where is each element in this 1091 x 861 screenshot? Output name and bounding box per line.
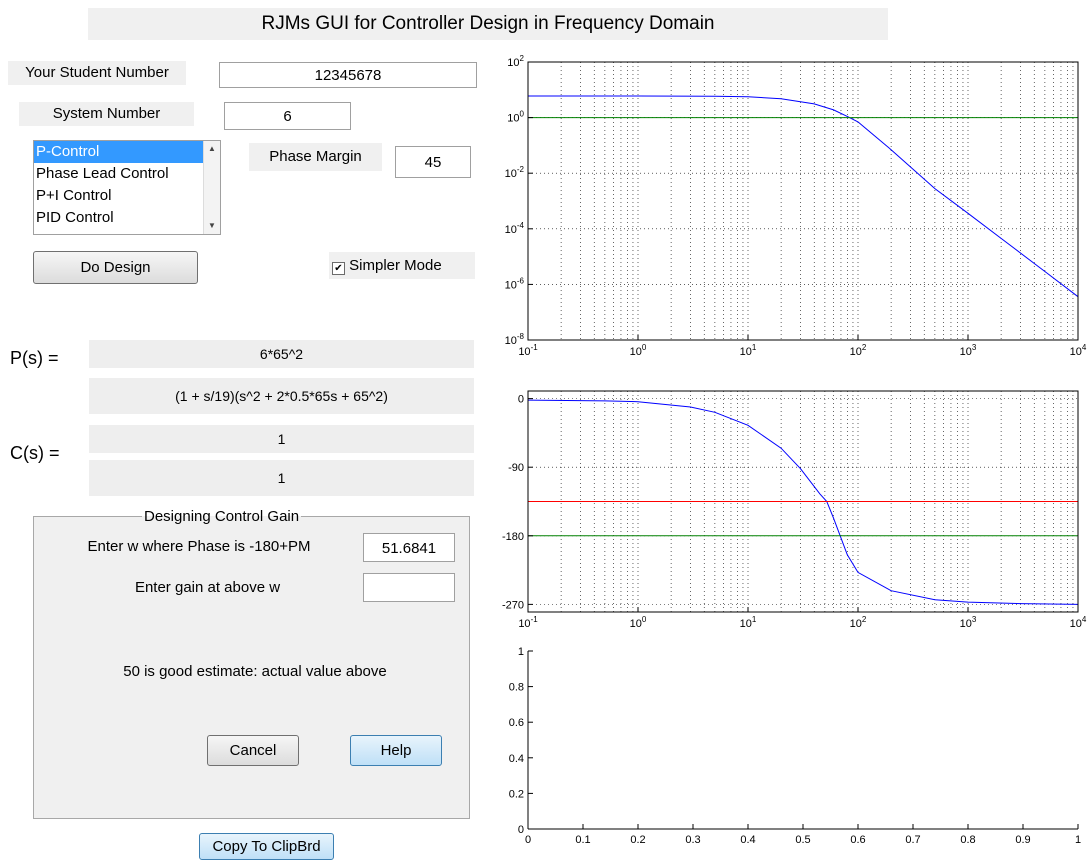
x-tick-label: 101 bbox=[740, 615, 757, 630]
gain-hint: 50 is good estimate: actual value above bbox=[123, 663, 387, 680]
listbox-scrollbar[interactable]: ▲ ▼ bbox=[203, 141, 220, 234]
plot-1: 10-1 100 101 102 103 104 10-8 10-6 10-4 10-2 100 10… bbox=[505, 54, 1087, 358]
x-tick-label: 0.5 bbox=[795, 834, 810, 846]
y-tick-label: 10-4 bbox=[505, 221, 525, 236]
list-item-pi-control[interactable]: P+I Control bbox=[36, 187, 112, 204]
x-tick-label: 0.4 bbox=[740, 834, 755, 846]
y-tick-label: 100 bbox=[507, 110, 524, 125]
gain-panel-title: Designing Control Gain bbox=[144, 508, 300, 525]
x-tick-label: 0.1 bbox=[575, 834, 590, 846]
list-item-p-control[interactable]: P-Control bbox=[34, 141, 203, 163]
plant-denominator: (1 + s/19)(s^2 + 2*0.5*65s + 65^2) bbox=[89, 378, 474, 414]
y-tick-label: 0.2 bbox=[509, 788, 524, 800]
y-tick-label: -90 bbox=[508, 462, 524, 474]
x-tick-label: 101 bbox=[740, 343, 757, 358]
x-tick-label: 104 bbox=[1070, 615, 1087, 630]
x-tick-label: 102 bbox=[850, 615, 867, 630]
help-button[interactable]: Help bbox=[350, 735, 442, 766]
phase-margin-input[interactable]: 45 bbox=[395, 146, 471, 178]
simpler-mode-label: Simpler Mode bbox=[349, 257, 442, 274]
plots-area: 10-1 100 101 102 103 10410-810-610-410-210010… bbox=[502, 54, 1087, 846]
scroll-down-icon[interactable]: ▼ bbox=[208, 221, 216, 230]
scroll-up-icon[interactable]: ▲ bbox=[208, 144, 216, 153]
y-tick-label: -180 bbox=[502, 531, 524, 543]
phase-margin-label: Phase Margin bbox=[249, 143, 382, 171]
y-tick-label: 0.4 bbox=[509, 753, 524, 765]
list-item-pid-control[interactable]: PID Control bbox=[36, 209, 114, 226]
x-tick-label: 100 bbox=[630, 343, 647, 358]
series-line-1 bbox=[528, 95, 1079, 298]
plant-label: P(s) = bbox=[10, 348, 59, 368]
y-tick-label: -270 bbox=[502, 599, 524, 611]
checkbox-check-icon[interactable]: ✔ bbox=[332, 262, 345, 275]
student-number-input[interactable]: 12345678 bbox=[219, 62, 477, 88]
y-tick-label: 1 bbox=[518, 646, 524, 658]
x-tick-label: 102 bbox=[850, 343, 867, 358]
plot-frame bbox=[527, 390, 1079, 613]
x-tick-label: 104 bbox=[1070, 343, 1087, 358]
copy-to-clipboard-button[interactable]: Copy To ClipBrd bbox=[199, 833, 334, 860]
y-tick-label: 0 bbox=[518, 394, 524, 406]
controller-label: C(s) = bbox=[10, 443, 60, 463]
plot-frame bbox=[527, 61, 1079, 341]
system-number-label: System Number bbox=[19, 102, 194, 126]
x-tick-label: 0.2 bbox=[630, 834, 645, 846]
x-tick-label: 0 bbox=[525, 834, 531, 846]
x-tick-label: 100 bbox=[630, 615, 647, 630]
simpler-mode-checkbox[interactable]: ✔ Simpler Mode bbox=[329, 252, 475, 279]
plot-2: 10-1 100 101 102 103 104 0 -90 -180 -270 bbox=[502, 390, 1087, 630]
controller-numerator: 1 bbox=[89, 425, 474, 453]
system-number-input[interactable]: 6 bbox=[224, 102, 351, 130]
w-label: Enter w where Phase is -180+PM bbox=[87, 538, 311, 555]
plant-numerator: 6*65^2 bbox=[89, 340, 474, 368]
y-tick-label: 102 bbox=[507, 54, 524, 69]
x-tick-label: 1 bbox=[1075, 834, 1081, 846]
y-tick-label: 10-6 bbox=[505, 276, 525, 291]
list-item-phase-lead[interactable]: Phase Lead Control bbox=[36, 165, 169, 182]
gain-input[interactable] bbox=[363, 573, 455, 602]
controller-denominator: 1 bbox=[89, 460, 474, 496]
y-tick-label: 0.8 bbox=[509, 682, 524, 694]
plot-background bbox=[528, 651, 1078, 829]
x-tick-label: 0.3 bbox=[685, 834, 700, 846]
plot-background bbox=[528, 62, 1078, 340]
y-tick-label: 10-8 bbox=[505, 332, 525, 347]
y-tick-label: 0 bbox=[518, 824, 524, 836]
series-line-1 bbox=[527, 399, 1079, 605]
gain-label: Enter gain at above w bbox=[134, 579, 281, 596]
w-input[interactable]: 51.6841 bbox=[363, 533, 455, 562]
x-tick-label: 0.9 bbox=[1015, 834, 1030, 846]
app-title: RJMs GUI for Controller Design in Freque… bbox=[88, 8, 888, 40]
x-tick-label: 103 bbox=[960, 343, 977, 358]
x-tick-label: 10-1 bbox=[518, 343, 538, 358]
cancel-button[interactable]: Cancel bbox=[207, 735, 299, 766]
plot-3: 0 0.1 0.2 0.3 0.4 0.5 0.6 0.7 0.8 0.9 1 0 0.2 0.4 0.6 0… bbox=[509, 646, 1081, 846]
x-tick-label: 0.6 bbox=[850, 834, 865, 846]
x-tick-label: 0.7 bbox=[905, 834, 920, 846]
y-tick-label: 0.6 bbox=[509, 717, 524, 729]
control-type-listbox[interactable]: P-Control Phase Lead Control P+I Control… bbox=[33, 140, 221, 235]
x-tick-label: 10-1 bbox=[518, 615, 538, 630]
x-tick-label: 103 bbox=[960, 615, 977, 630]
x-tick-label: 0.8 bbox=[960, 834, 975, 846]
do-design-button[interactable]: Do Design bbox=[33, 251, 198, 284]
student-number-label: Your Student Number bbox=[8, 61, 186, 85]
y-tick-label: 10-2 bbox=[505, 165, 525, 180]
